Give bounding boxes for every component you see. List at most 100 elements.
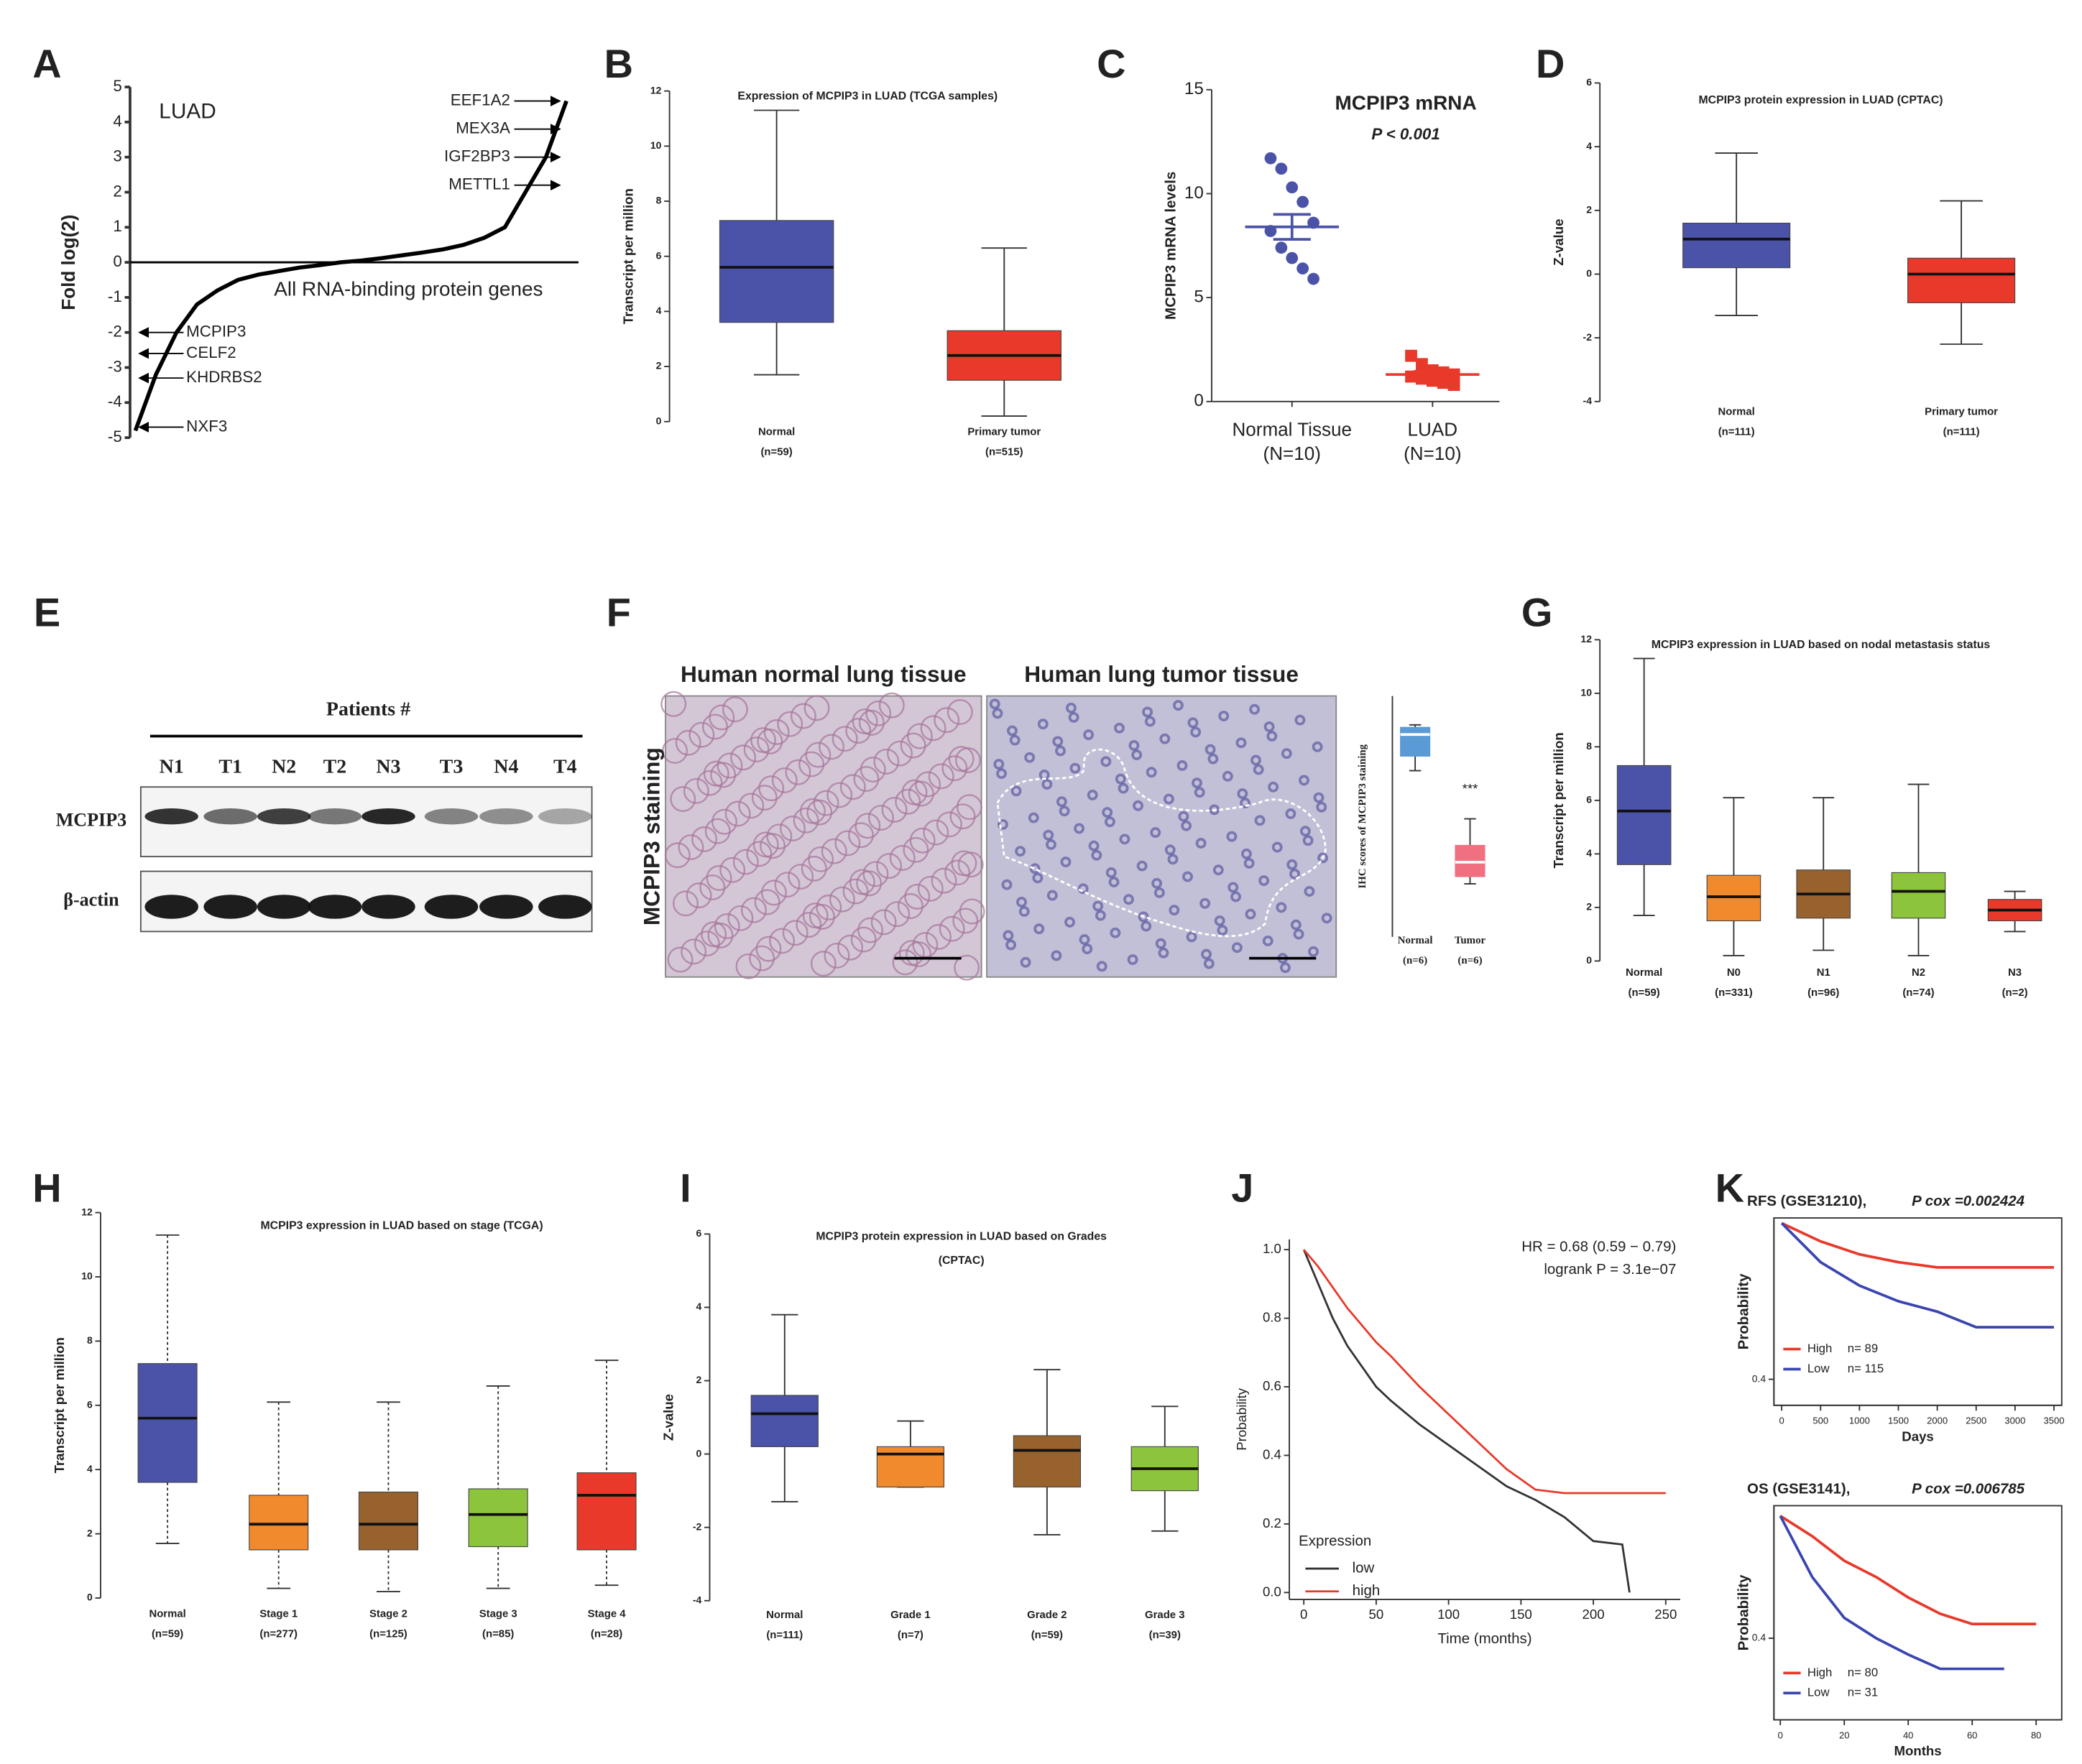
gene-label: MCPIP3 [186,323,246,341]
y-axis-label: IHC scores of MCPIP3 staining [1357,744,1368,888]
band [308,808,362,825]
tissue-cell [670,786,696,812]
x-tick-label: N3 [2008,967,2022,979]
x-tick-label: Tumor [1455,935,1486,946]
x-tick-label: Primary tumor [967,427,1041,438]
tissue-cell [1313,792,1325,803]
y-tick-label: -2 [1583,331,1593,343]
y-tick-label: 8 [656,195,662,206]
tissue-cell [915,771,941,798]
legend-n: n= 80 [1848,1666,1878,1679]
tissue-cell [939,915,965,942]
tissue-cell [839,774,866,800]
x-tick-label: 1500 [1888,1416,1909,1426]
tissue-cell [926,923,952,950]
tissue-cell [1119,833,1130,845]
tissue-cell [1153,887,1165,898]
tissue-cell [1108,877,1120,887]
x-tick-label: Normal [1398,935,1433,946]
tissue-cell [722,696,748,723]
tissue-cell [1079,934,1090,946]
band [144,895,198,919]
y-tick-label: 8 [1586,740,1592,752]
label: LUAD [159,99,216,123]
tissue-cell [1016,896,1027,908]
box [719,220,834,323]
box [750,1395,819,1447]
gene-label: EEF1A2 [451,91,510,109]
lane-label: N4 [494,756,518,778]
tissue-cell [810,951,837,977]
y-tick-label: 2 [696,1374,702,1385]
n-label: (n=59) [1628,987,1659,999]
tissue-cell [895,788,921,815]
x-tick-label: 2500 [1966,1416,1986,1426]
box [358,1491,418,1551]
tissue-cell [819,734,844,760]
tissue-cell [1100,756,1112,767]
tissue-cell [1172,700,1184,711]
tissue-cell [1088,840,1100,851]
tissue-cell [1240,798,1251,809]
tissue-cell [1231,942,1243,953]
tissue-cell [1190,726,1202,738]
n-label: (n=111) [766,1630,803,1641]
n-label: (N=10) [1404,443,1461,464]
box [1891,872,1946,919]
tissue-cell [887,740,913,767]
point [1437,377,1450,389]
lane-label: T3 [440,756,464,778]
tissue-cell [892,949,918,976]
chart-subtitle: (CPTAC) [939,1255,985,1267]
box [468,1488,528,1548]
y-tick-label: 12 [81,1206,93,1217]
legend-label: High [1807,1342,1832,1355]
tissue-cell [1293,928,1304,940]
chart-title: MCPIP3 expression in LUAD based on nodal… [1652,639,1991,651]
tissue-cell [829,886,855,913]
tissue-cell [779,816,806,841]
tissue-cell [996,768,1008,780]
tissue-cell [1155,938,1166,949]
x-tick-label: 40 [1903,1730,1913,1740]
point [1296,195,1309,208]
survival-curve [1781,1222,2054,1269]
n-label: (n=39) [1149,1630,1181,1641]
tissue-cell [1281,748,1292,759]
tissue-cell [719,856,746,883]
y-tick-label: 0 [87,1592,93,1603]
tissue-cell [1074,823,1085,834]
tissue-cell [870,909,897,936]
y-tick-label: 0 [656,415,662,426]
lane-label: N2 [272,756,296,778]
tissue-cell [758,775,785,802]
tissue-cell [799,798,826,824]
tissue-cell [852,708,878,734]
tissue-cell [944,859,971,886]
x-tick-label: 3000 [2004,1416,2025,1426]
y-tick-label: 6 [1586,76,1592,88]
y-tick-label: 4 [87,1463,93,1474]
panel-letter: E [34,590,60,635]
tissue-cell [1007,725,1018,736]
tissue-cell [889,844,916,871]
tissue-cell [1118,782,1129,794]
panel-letter: C [1097,41,1125,86]
tissue-cell [1064,916,1075,928]
x-tick-label: 500 [1812,1416,1828,1426]
n-label: (n=85) [482,1628,514,1640]
tissue-cell [1209,804,1220,816]
tissue-cell [1028,812,1039,823]
tissue-cell [946,698,973,725]
tissue-cell [1060,856,1072,868]
tissue-cell [1240,848,1252,859]
tissue-cell [847,822,874,849]
tissue-cell [738,793,765,819]
tissue-cell [740,897,767,923]
x-tick-label: 60 [1967,1730,1977,1740]
y-tick-label: -1 [108,287,122,305]
tissue-cell [788,864,814,890]
y-tick-label: 2 [87,1527,93,1538]
tissue-cell [1005,939,1017,951]
